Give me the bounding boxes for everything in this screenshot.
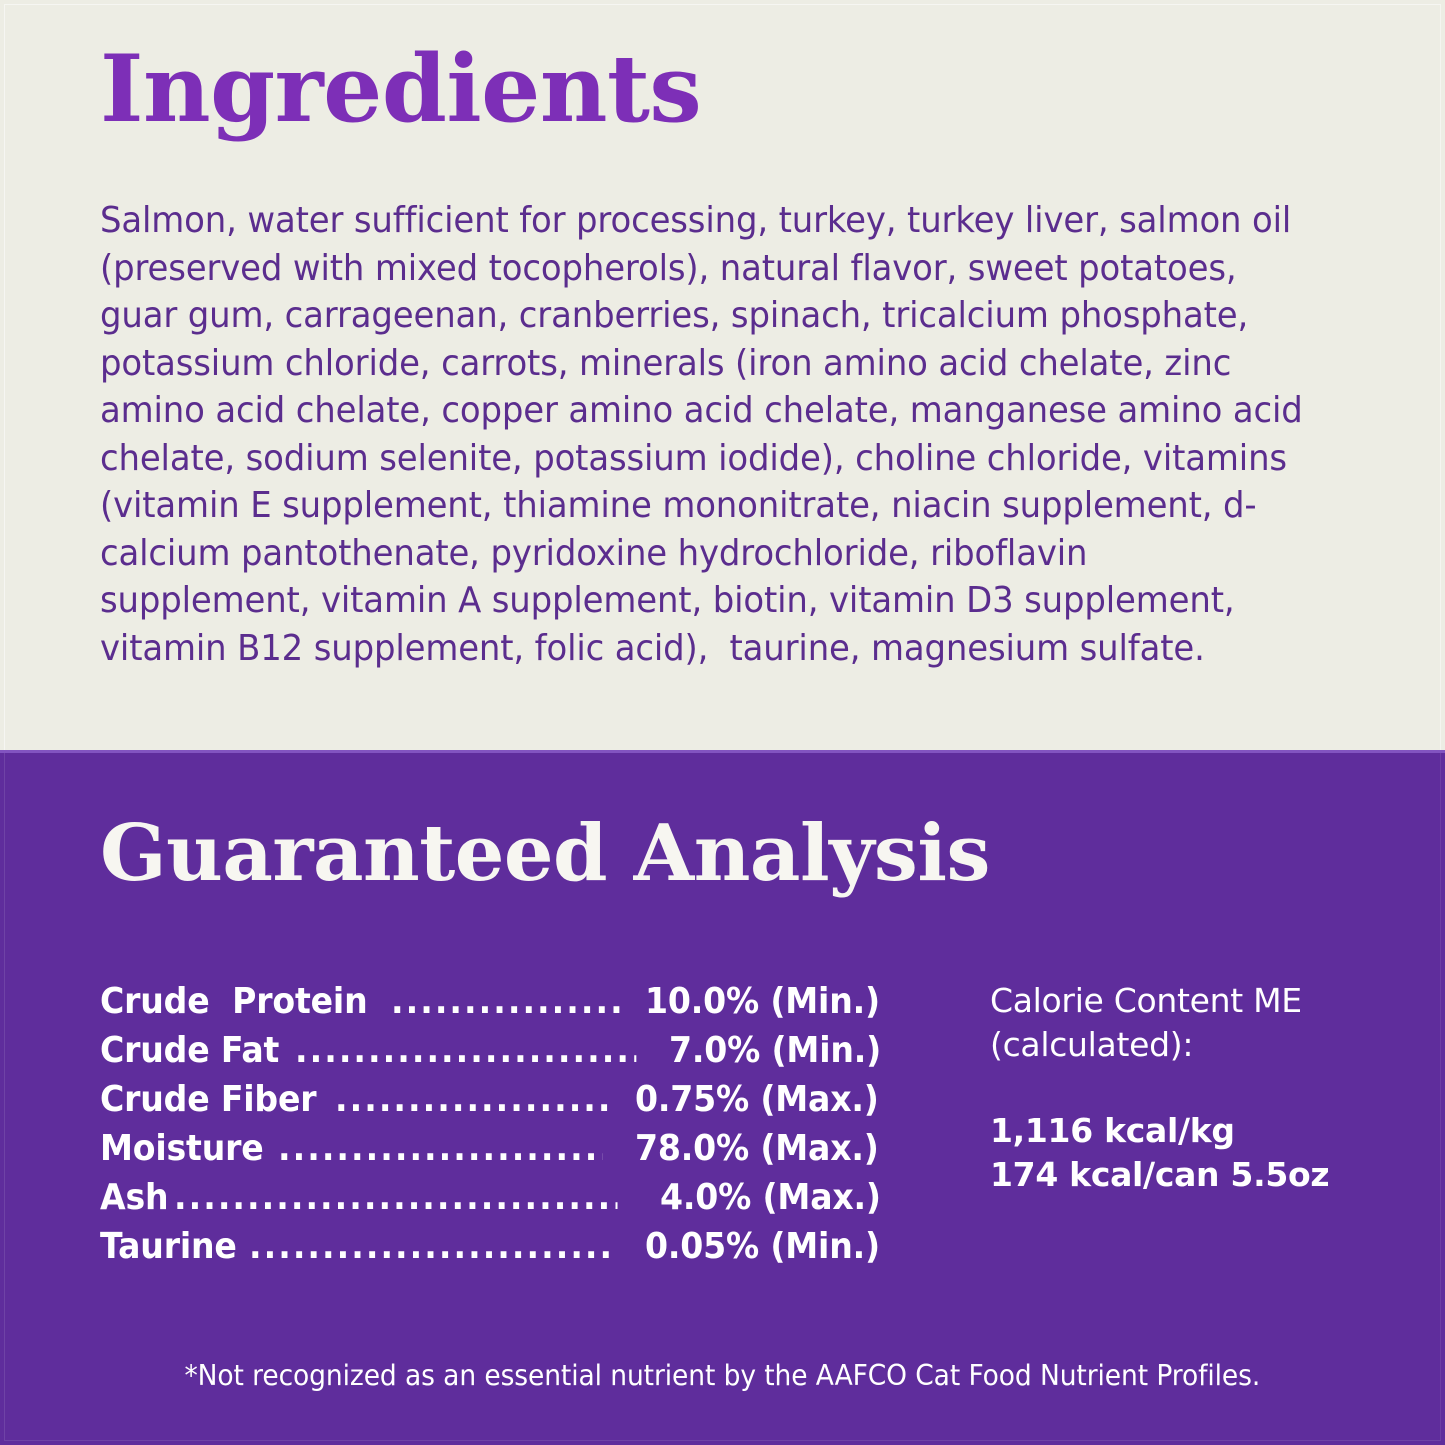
leader-dots: ........................................… <box>174 1177 617 1218</box>
ingredients-heading: Ingredients <box>100 34 702 143</box>
nutrient-value: 0.75% (Max.) <box>635 1079 879 1120</box>
table-row: Crude Fiber ............................… <box>100 1075 900 1124</box>
nutrient-label: Crude Protein <box>100 981 368 1022</box>
ingredients-text: Salmon, water sufficient for processing,… <box>100 200 1314 669</box>
nutrient-value: 7.0% (Min.) <box>669 1030 882 1071</box>
guaranteed-analysis-heading: Guaranteed Analysis <box>100 808 990 899</box>
nutrient-label: Taurine <box>100 1226 237 1267</box>
guaranteed-analysis-section: Guaranteed Analysis Crude Protein ......… <box>0 750 1445 1445</box>
table-row: Crude Protein ..........................… <box>100 977 900 1026</box>
nutrient-label: Crude Fiber <box>100 1079 317 1120</box>
nutrient-label: Ash <box>100 1177 169 1218</box>
leader-dots: ........................................… <box>248 1226 610 1267</box>
table-row: Ash ....................................… <box>100 1173 900 1222</box>
leader-dots: ........................................… <box>390 981 621 1022</box>
leader-dots: ........................................… <box>277 1128 603 1169</box>
table-row: Moisture ...............................… <box>100 1124 900 1173</box>
nutrient-label: Moisture <box>100 1128 264 1169</box>
nutrient-value: 10.0% (Min.) <box>644 981 880 1022</box>
leader-dots: ........................................… <box>335 1079 608 1120</box>
leader-dots: ........................................… <box>294 1030 636 1071</box>
table-row: Taurine ................................… <box>100 1222 900 1271</box>
aafco-footnote-text: *Not recognized as an essential nutrient… <box>184 1359 1261 1392</box>
nutrient-value: 78.0% (Max.) <box>635 1128 879 1169</box>
calorie-content-block: Calorie Content ME (calculated): 1,116 k… <box>900 977 1385 1197</box>
guaranteed-analysis-table: Crude Protein ..........................… <box>100 977 900 1271</box>
nutrient-label: Crude Fat <box>100 1030 280 1071</box>
calorie-content-values: 1,116 kcal/kg 174 kcal/can 5.5oz <box>990 1111 1330 1194</box>
nutrient-value: 0.05% (Min.) <box>644 1226 880 1267</box>
table-row: Crude Fat ..............................… <box>100 1026 900 1075</box>
calorie-content-heading: Calorie Content ME (calculated): <box>990 981 1302 1064</box>
analysis-columns: Crude Protein ..........................… <box>100 893 1385 1271</box>
ingredients-section: Ingredients Salmon, water sufficient for… <box>4 4 1441 750</box>
aafco-footnote: *Not recognized as an essential nutrient… <box>0 1359 1445 1393</box>
nutrient-value: 4.0% (Max.) <box>659 1177 881 1218</box>
